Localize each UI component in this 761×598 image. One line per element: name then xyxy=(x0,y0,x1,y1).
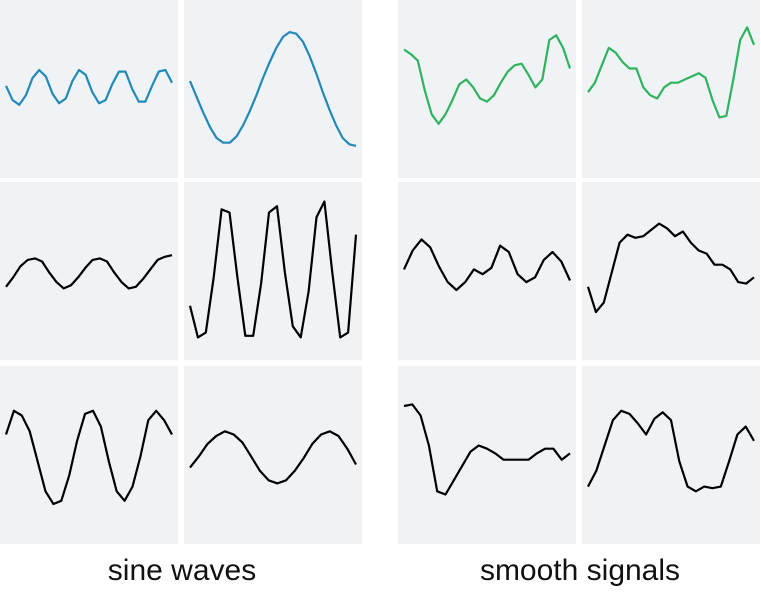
panel-background xyxy=(582,0,760,178)
panel-background xyxy=(582,182,760,360)
panel-background xyxy=(184,366,362,544)
line xyxy=(4,409,173,506)
line xyxy=(587,26,756,119)
line xyxy=(188,200,358,339)
panel-background xyxy=(184,0,362,178)
line xyxy=(586,222,755,314)
group-label: smooth signals xyxy=(480,554,680,587)
panel-background xyxy=(582,366,760,544)
panel-background xyxy=(0,0,178,178)
panel-background xyxy=(398,0,576,178)
line xyxy=(403,34,572,125)
panel-background xyxy=(0,182,178,360)
line xyxy=(403,238,572,292)
line xyxy=(5,254,173,290)
panel-background xyxy=(0,366,178,544)
group-label: sine waves xyxy=(108,554,256,587)
line xyxy=(403,403,571,496)
line xyxy=(5,68,173,106)
line xyxy=(587,409,755,493)
line xyxy=(188,31,357,147)
panel-background xyxy=(398,366,576,544)
line xyxy=(189,430,357,485)
